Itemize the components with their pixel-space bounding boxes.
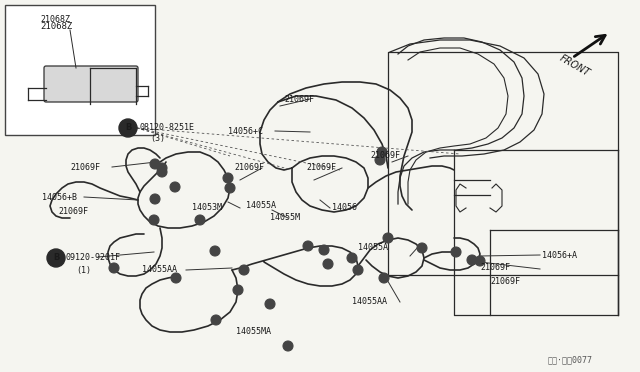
Text: 21069F: 21069F — [306, 164, 336, 173]
Text: 14056: 14056 — [332, 203, 357, 212]
Circle shape — [223, 173, 233, 183]
Circle shape — [150, 194, 160, 204]
Text: 09120-9201F: 09120-9201F — [66, 253, 121, 262]
Text: 21068Z: 21068Z — [40, 16, 70, 25]
Circle shape — [303, 241, 313, 251]
Circle shape — [265, 299, 275, 309]
Circle shape — [225, 183, 235, 193]
Circle shape — [377, 147, 387, 157]
Text: 14053M: 14053M — [192, 203, 222, 212]
Circle shape — [170, 182, 180, 192]
Circle shape — [375, 155, 385, 165]
Circle shape — [475, 256, 485, 266]
Text: 21069F: 21069F — [480, 263, 510, 273]
Text: 14055A: 14055A — [246, 202, 276, 211]
Circle shape — [210, 246, 220, 256]
Text: 14055AA: 14055AA — [352, 298, 387, 307]
Text: 14055A: 14055A — [358, 243, 388, 251]
Text: 14055M: 14055M — [270, 214, 300, 222]
Circle shape — [157, 167, 167, 177]
Text: B: B — [53, 253, 59, 263]
Circle shape — [467, 255, 477, 265]
Circle shape — [379, 273, 389, 283]
Circle shape — [239, 265, 249, 275]
Circle shape — [150, 159, 160, 169]
Circle shape — [171, 273, 181, 283]
Circle shape — [451, 247, 461, 257]
Text: 21069F: 21069F — [58, 208, 88, 217]
Text: 21069F: 21069F — [284, 94, 314, 103]
Circle shape — [149, 215, 159, 225]
Text: 21068Z: 21068Z — [40, 22, 72, 31]
Text: 21069F: 21069F — [490, 278, 520, 286]
Text: 14055MA: 14055MA — [236, 327, 271, 337]
Text: 14056+B: 14056+B — [42, 192, 77, 202]
Circle shape — [347, 253, 357, 263]
Circle shape — [353, 265, 363, 275]
Text: 14056+A: 14056+A — [542, 250, 577, 260]
Text: B: B — [125, 124, 131, 132]
Circle shape — [119, 119, 137, 137]
Text: (3): (3) — [150, 135, 165, 144]
Circle shape — [211, 315, 221, 325]
Circle shape — [283, 341, 293, 351]
Text: 21069F: 21069F — [70, 163, 100, 171]
Circle shape — [157, 163, 167, 173]
FancyBboxPatch shape — [44, 66, 138, 102]
Circle shape — [319, 245, 329, 255]
Circle shape — [233, 285, 243, 295]
Text: 21069F: 21069F — [234, 164, 264, 173]
Circle shape — [47, 249, 65, 267]
Circle shape — [323, 259, 333, 269]
Text: 14055AA: 14055AA — [142, 266, 177, 275]
Circle shape — [417, 243, 427, 253]
Circle shape — [195, 215, 205, 225]
Bar — [5, 5, 155, 135]
Text: 14056+C: 14056+C — [228, 126, 263, 135]
Circle shape — [109, 263, 119, 273]
Text: 21069F: 21069F — [370, 151, 400, 160]
Circle shape — [383, 233, 393, 243]
Text: FRONT: FRONT — [558, 53, 592, 78]
Text: 08120-8251E: 08120-8251E — [140, 122, 195, 131]
Text: ᴀᴘ·：１0077: ᴀᴘ·：１0077 — [548, 356, 593, 365]
Text: (1): (1) — [76, 266, 91, 275]
